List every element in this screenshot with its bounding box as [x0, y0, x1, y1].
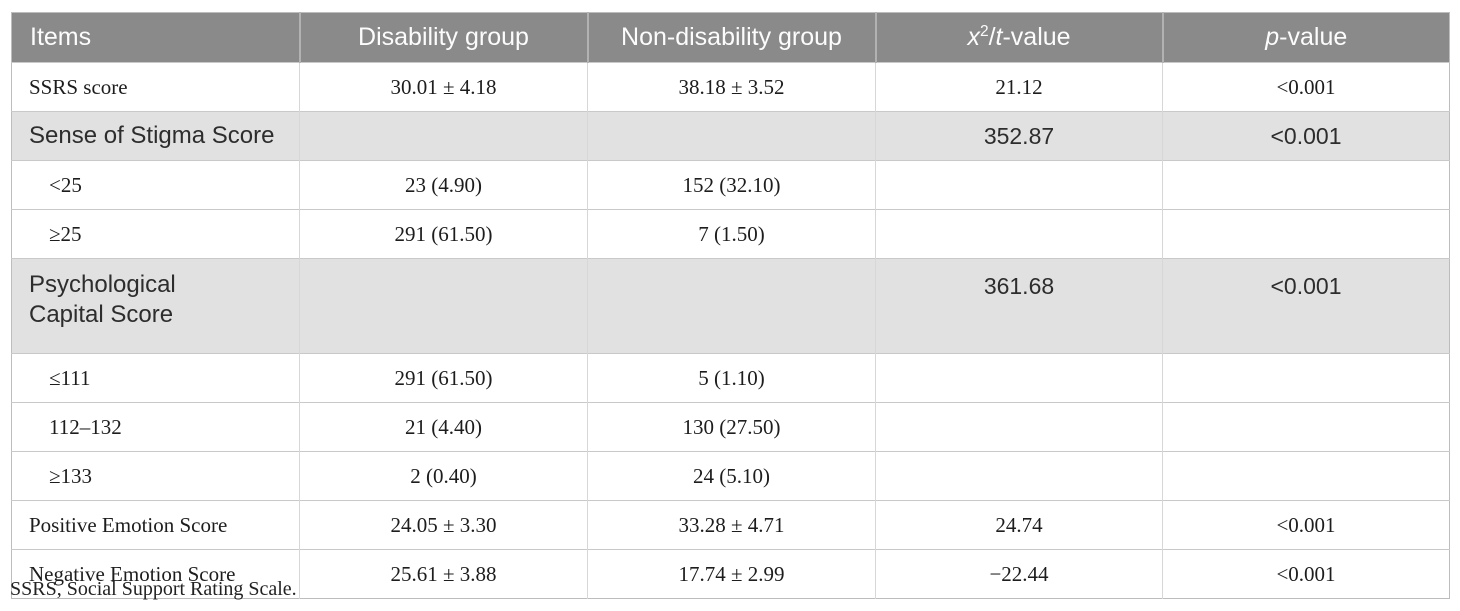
cell-disability: 24.05 ± 3.30 [299, 500, 588, 550]
column-header-chi2-t-value: x2/t-value [874, 12, 1163, 63]
cell-non-disability: 7 (1.50) [587, 209, 876, 259]
cell-disability: 23 (4.90) [299, 160, 588, 210]
cell-statistic [875, 160, 1163, 210]
cell-statistic: 24.74 [875, 500, 1163, 550]
table-row-stigma-ge25: ≥25 291 (61.50) 7 (1.50) [11, 209, 1450, 259]
cell-non-disability: 38.18 ± 3.52 [587, 62, 876, 112]
column-header-items: Items [11, 12, 300, 63]
cell-disability [299, 258, 588, 354]
table-row-psycap-ge133: ≥133 2 (0.40) 24 (5.10) [11, 451, 1450, 501]
cell-p-value: <0.001 [1162, 62, 1450, 112]
cell-statistic [875, 353, 1163, 403]
cell-statistic: 352.87 [875, 111, 1163, 161]
cell-p-value [1162, 160, 1450, 210]
cell-p-value: <0.001 [1162, 258, 1450, 354]
cell-disability: 2 (0.40) [299, 451, 588, 501]
table-row-psycap-112-132: 112–132 21 (4.40) 130 (27.50) [11, 402, 1450, 452]
cell-p-value [1162, 402, 1450, 452]
row-label: ≥25 [11, 209, 300, 259]
row-label: ≤111 [11, 353, 300, 403]
header-row: Items Disability group Non-disability gr… [11, 12, 1450, 63]
cell-disability: 291 (61.50) [299, 353, 588, 403]
cell-non-disability [587, 258, 876, 354]
cell-disability: 30.01 ± 4.18 [299, 62, 588, 112]
statistics-table-container: Items Disability group Non-disability gr… [11, 12, 1450, 599]
cell-non-disability: 17.74 ± 2.99 [587, 549, 876, 599]
cell-statistic [875, 402, 1163, 452]
table-row-psycap-le111: ≤111 291 (61.50) 5 (1.10) [11, 353, 1450, 403]
table-row-psychological-capital: Psychological Capital Score 361.68 <0.00… [11, 258, 1450, 354]
cell-disability: 21 (4.40) [299, 402, 588, 452]
row-label: ≥133 [11, 451, 300, 501]
row-label: 112–132 [11, 402, 300, 452]
cell-non-disability: 24 (5.10) [587, 451, 876, 501]
statistics-table: Items Disability group Non-disability gr… [11, 12, 1450, 599]
cell-non-disability [587, 111, 876, 161]
column-header-p-value: p-value [1161, 12, 1450, 63]
row-label: Negative Emotion Score [11, 549, 300, 599]
cell-non-disability: 5 (1.10) [587, 353, 876, 403]
cell-statistic: 361.68 [875, 258, 1163, 354]
cell-statistic [875, 209, 1163, 259]
cell-statistic: −22.44 [875, 549, 1163, 599]
table-footnote: SSRS, Social Support Rating Scale. [10, 578, 297, 600]
cell-non-disability: 33.28 ± 4.71 [587, 500, 876, 550]
cell-disability: 291 (61.50) [299, 209, 588, 259]
cell-p-value: <0.001 [1162, 111, 1450, 161]
cell-disability [299, 111, 588, 161]
cell-p-value: <0.001 [1162, 500, 1450, 550]
table-row-ssrs-score: SSRS score 30.01 ± 4.18 38.18 ± 3.52 21.… [11, 62, 1450, 112]
row-label: SSRS score [11, 62, 300, 112]
table-row-sense-of-stigma: Sense of Stigma Score 352.87 <0.001 [11, 111, 1450, 161]
column-header-non-disability-group: Non-disability group [586, 12, 876, 63]
cell-p-value [1162, 209, 1450, 259]
cell-p-value [1162, 451, 1450, 501]
cell-disability: 25.61 ± 3.88 [299, 549, 588, 599]
cell-non-disability: 152 (32.10) [587, 160, 876, 210]
row-label: Psychological Capital Score [11, 258, 300, 354]
row-label: <25 [11, 160, 300, 210]
cell-statistic [875, 451, 1163, 501]
column-header-disability-group: Disability group [298, 12, 588, 63]
cell-p-value [1162, 353, 1450, 403]
table-row-positive-emotion: Positive Emotion Score 24.05 ± 3.30 33.2… [11, 500, 1450, 550]
table-row-negative-emotion: Negative Emotion Score 25.61 ± 3.88 17.7… [11, 549, 1450, 599]
cell-statistic: 21.12 [875, 62, 1163, 112]
cell-non-disability: 130 (27.50) [587, 402, 876, 452]
row-label: Positive Emotion Score [11, 500, 300, 550]
row-label: Sense of Stigma Score [11, 111, 300, 161]
cell-p-value: <0.001 [1162, 549, 1450, 599]
table-row-stigma-lt25: <25 23 (4.90) 152 (32.10) [11, 160, 1450, 210]
